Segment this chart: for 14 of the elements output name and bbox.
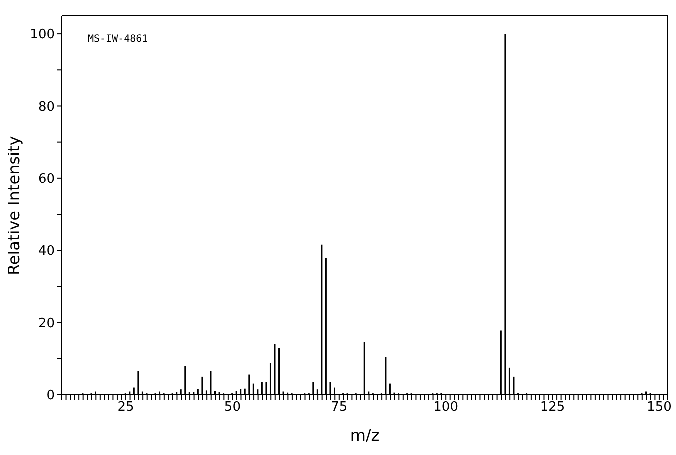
y-tick-label: 20	[38, 316, 55, 332]
y-tick-label: 40	[38, 244, 55, 260]
x-axis-title: m/z	[350, 426, 380, 445]
y-tick-label: 80	[38, 100, 55, 115]
x-tick-label: 25	[118, 400, 134, 416]
y-tick-label: 0	[46, 388, 55, 404]
annotation: MS-IW-4861	[88, 34, 148, 45]
x-tick-label: 75	[331, 400, 348, 416]
x-tick-label: 100	[434, 400, 458, 416]
x-tick-label: 125	[540, 400, 566, 416]
x-tick-label: 50	[224, 400, 241, 416]
x-tick-label: 150	[647, 400, 672, 416]
y-tick-label: 60	[38, 172, 55, 188]
y-tick-label: 100	[30, 28, 55, 43]
